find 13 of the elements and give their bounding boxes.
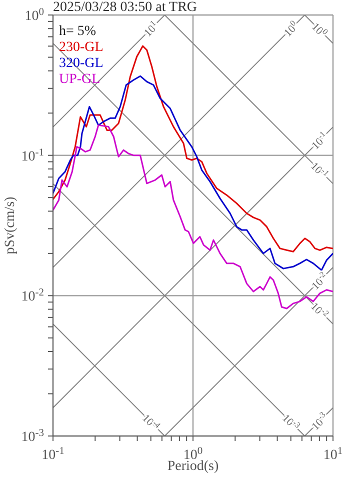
y-tick-label: 10$^{-3}$	[21, 428, 44, 445]
text: UP-GL	[59, 72, 100, 87]
x-axis-title: Period(s)	[167, 459, 219, 474]
y-tick-label: 10$^{-2}$	[21, 287, 44, 305]
annotation: h= 5%	[59, 24, 96, 39]
series-label: 320-GL	[59, 56, 104, 71]
y-tick-label: 10$^{0}$	[24, 6, 44, 24]
x-tick-label: 10$^{1}$	[323, 446, 343, 463]
y-tick-label: 10$^{-1}$	[21, 146, 44, 164]
x-tick-label: 10$^{-1}$	[42, 446, 64, 463]
chart-title: 2025/03/28 03:50 at TRG	[53, 0, 198, 15]
text: 230-GL	[59, 40, 104, 55]
y-axis-title: pSv(cm/s)	[3, 196, 18, 254]
